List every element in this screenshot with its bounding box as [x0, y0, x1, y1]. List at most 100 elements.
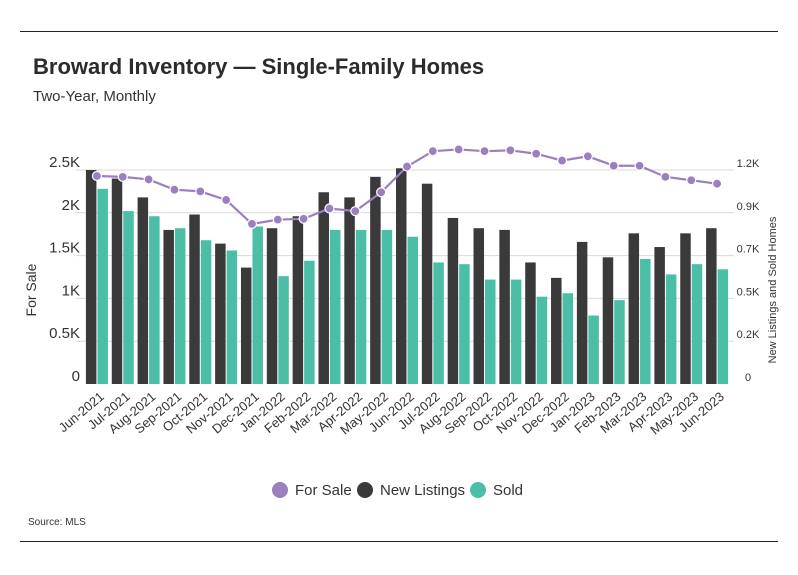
for-sale-point: [479, 146, 490, 157]
bar-new-listings: [370, 176, 381, 384]
bar-sold: [200, 240, 212, 384]
for-sale-point: [195, 186, 206, 197]
for-sale-point: [531, 148, 542, 159]
for-sale-point: [246, 218, 258, 230]
bar-sold: [278, 276, 289, 384]
left-tick-label: 2.5K: [49, 154, 80, 171]
bar-sold: [381, 229, 393, 384]
for-sale-point: [91, 170, 103, 182]
bar-sold: [691, 264, 703, 384]
bar-new-listings: [137, 197, 149, 384]
bar-new-listings: [85, 170, 97, 384]
right-axis-title: New Listings and Sold Homes: [767, 216, 779, 363]
bar-new-listings: [680, 233, 691, 384]
bar-sold: [174, 228, 186, 384]
for-sale-point: [272, 214, 283, 225]
bar-new-listings: [240, 267, 252, 384]
legend-swatch: [470, 482, 486, 498]
bar-sold: [717, 269, 729, 384]
left-tick-label: 1K: [62, 282, 80, 299]
bar-sold: [97, 188, 108, 384]
left-tick-label: 0.5K: [49, 325, 80, 342]
bar-sold: [536, 296, 548, 384]
bars: [85, 168, 729, 384]
legend-item: Sold: [470, 482, 523, 499]
bar-sold: [640, 259, 651, 384]
bottom-rule: [20, 541, 778, 542]
legend-item: New Listings: [357, 482, 465, 499]
for-sale-point: [401, 161, 413, 172]
right-tick-label: 0.9K: [737, 201, 760, 213]
left-tick-label: 2K: [62, 197, 80, 214]
legend-label: New Listings: [380, 482, 465, 499]
bar-new-listings: [318, 192, 329, 384]
right-tick-label: 0.7K: [737, 244, 760, 256]
left-axis-title: For Sale: [23, 263, 39, 316]
for-sale-point: [350, 205, 361, 217]
bar-new-listings: [706, 228, 717, 384]
for-sale-point: [711, 178, 723, 189]
for-sale-point: [143, 174, 154, 185]
bar-new-listings: [654, 247, 665, 384]
bar-new-listings: [447, 217, 459, 384]
for-sale-line: [91, 144, 723, 230]
right-tick-label: 0.5K: [737, 286, 760, 298]
bar-new-listings: [525, 262, 536, 384]
for-sale-point: [582, 151, 593, 162]
right-tick-label: 0.2K: [737, 329, 760, 341]
left-tick-label: 0: [72, 368, 80, 385]
right-tick-label: 1.2K: [737, 158, 760, 170]
bar-new-listings: [602, 257, 614, 384]
for-sale-point: [556, 155, 568, 166]
bar-new-listings: [344, 197, 355, 384]
bar-sold: [614, 300, 625, 384]
bar-new-listings: [473, 228, 485, 384]
bar-sold: [329, 229, 341, 384]
bar-sold: [665, 274, 677, 384]
for-sale-point: [453, 144, 464, 155]
for-sale-point: [169, 184, 180, 195]
legend: For Sale New Listings Sold: [272, 482, 523, 499]
x-axis-ticks: Jun-2021Jul-2021Aug-2021Sep-2021Oct-2021…: [56, 389, 727, 438]
bar-sold: [433, 262, 444, 384]
bar-sold: [485, 279, 496, 384]
bar-sold: [304, 260, 315, 384]
for-sale-point: [660, 171, 671, 182]
legend-item: For Sale: [272, 482, 352, 499]
for-sale-point: [608, 160, 619, 171]
bar-new-listings: [551, 277, 562, 384]
bar-new-listings: [111, 178, 123, 384]
left-tick-label: 1.5K: [49, 240, 80, 257]
legend-label: Sold: [493, 482, 523, 499]
bar-sold: [588, 315, 599, 384]
bar-new-listings: [421, 183, 433, 384]
for-sale-point: [376, 187, 387, 198]
left-axis-ticks: 0 0.5K 1K 1.5K 2K 2.5K: [49, 154, 80, 385]
bar-sold: [562, 293, 574, 384]
right-axis-ticks: 0 0.2K 0.5K 0.7K 0.9K 1.2K: [737, 158, 760, 384]
bar-sold: [123, 211, 134, 384]
top-rule: [20, 31, 778, 32]
for-sale-point: [505, 145, 516, 156]
chart-title: Broward Inventory — Single-Family Homes: [33, 54, 485, 79]
legend-label: For Sale: [295, 482, 352, 499]
chart-subtitle: Two-Year, Monthly: [33, 88, 156, 105]
for-sale-point: [221, 194, 232, 206]
for-sale-point: [117, 171, 128, 182]
bar-new-listings: [396, 168, 407, 384]
bar-new-listings: [499, 229, 510, 384]
bar-new-listings: [292, 216, 304, 384]
for-sale-point: [686, 175, 697, 186]
bar-sold: [252, 226, 263, 384]
legend-swatch: [272, 482, 288, 498]
bar-new-listings: [163, 229, 174, 384]
for-sale-point: [324, 203, 335, 214]
bar-new-listings: [266, 228, 278, 384]
bar-sold: [510, 279, 522, 384]
bar-sold: [407, 236, 418, 384]
bar-sold: [149, 216, 160, 384]
right-tick-label: 0: [745, 372, 751, 384]
bar-new-listings: [576, 241, 588, 384]
bar-sold: [355, 229, 367, 384]
